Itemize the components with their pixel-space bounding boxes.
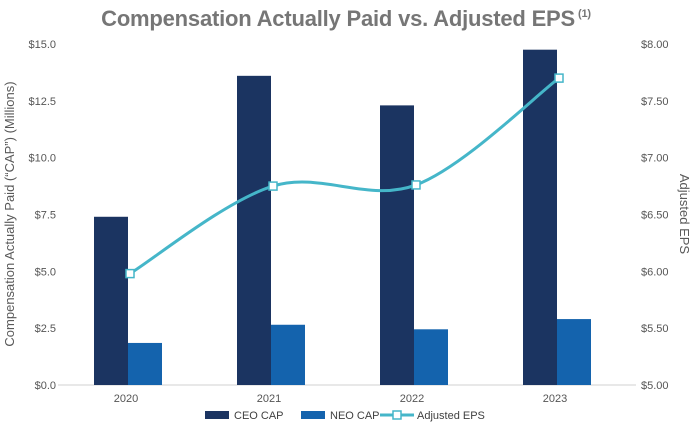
ceo-cap-bar-2021: [237, 75, 271, 386]
legend-label: CEO CAP: [234, 410, 284, 422]
neo-cap-bar-2021: [271, 324, 305, 385]
ceo-cap-bar-2023: [523, 49, 557, 385]
adjusted-eps-marker-2023: [554, 73, 564, 83]
y-tick-label: $12.5: [28, 96, 56, 108]
adjusted-eps-marker-2022: [411, 180, 421, 190]
ceo-cap-bar-2020: [94, 216, 128, 385]
legend-swatch-neo-cap: [301, 411, 325, 419]
y-tick-label: $15.0: [28, 39, 56, 51]
y-axis-left: $0.0 $2.5 $5.0 $7.5 $10.0 $12.5 $15.0: [28, 39, 56, 392]
adjusted-eps-line: [129, 76, 560, 275]
y-axis-right: $5.00 $5.50 $6.00 $6.50 $7.00 $7.50 $8.00: [641, 39, 669, 392]
y2-tick-label: $5.00: [641, 380, 669, 392]
x-tick-label: 2020: [114, 393, 138, 405]
y-axis-right-label: Adjusted EPS: [677, 174, 692, 255]
x-tick-label: 2021: [257, 393, 281, 405]
neo-cap-bar-2022: [414, 329, 448, 385]
y2-tick-label: $8.00: [641, 39, 669, 51]
y2-tick-label: $7.50: [641, 96, 669, 108]
adjusted-eps-marker-2021: [268, 181, 278, 191]
eps-line-group: [125, 73, 564, 279]
legend: CEO CAP NEO CAP Adjusted EPS: [205, 410, 485, 422]
x-tick-label: 2023: [543, 393, 567, 405]
x-axis: 2020 2021 2022 2023: [114, 393, 567, 405]
legend-swatch-ceo-cap: [205, 411, 229, 419]
y2-tick-label: $5.50: [641, 323, 669, 335]
adjusted-eps-marker-2020: [125, 268, 135, 279]
y-tick-label: $5.0: [35, 266, 56, 278]
chart-title-footnote: (1): [578, 8, 591, 20]
chart-title: Compensation Actually Paid vs. Adjusted …: [0, 6, 692, 32]
legend-swatch-adjusted-eps-marker: [392, 410, 402, 420]
y-tick-label: $7.5: [35, 210, 56, 222]
y-tick-label: $0.0: [35, 380, 56, 392]
y2-tick-label: $6.50: [641, 210, 669, 222]
y-tick-label: $10.0: [28, 153, 56, 165]
neo-cap-bar-2020: [128, 342, 162, 385]
ceo-cap-bar-2022: [380, 105, 414, 385]
legend-label: Adjusted EPS: [417, 410, 485, 422]
y2-tick-label: $6.00: [641, 266, 669, 278]
y2-tick-label: $7.00: [641, 153, 669, 165]
y-tick-label: $2.5: [35, 323, 56, 335]
bars-group: [94, 49, 591, 386]
chart-title-text: Compensation Actually Paid vs. Adjusted …: [101, 6, 575, 31]
y-axis-left-label: Compensation Actually Paid (“CAP”) (Mill…: [2, 81, 17, 346]
legend-label: NEO CAP: [330, 410, 380, 422]
neo-cap-bar-2023: [557, 319, 591, 385]
x-tick-label: 2022: [400, 393, 424, 405]
